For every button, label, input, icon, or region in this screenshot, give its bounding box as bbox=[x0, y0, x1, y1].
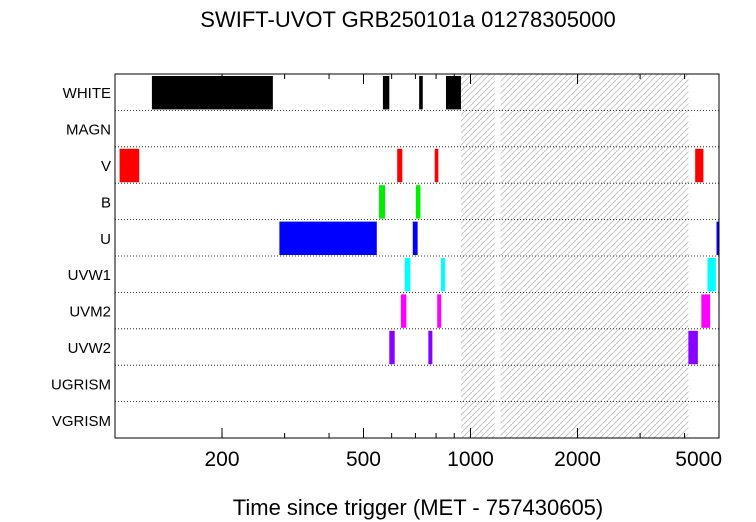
row-label-b: B bbox=[101, 194, 111, 211]
exposure-bar-uvw2 bbox=[688, 330, 698, 365]
row-label-vgrism: VGRISM bbox=[52, 413, 111, 430]
row-label-uvw1: UVW1 bbox=[68, 267, 111, 284]
exposure-bar-white bbox=[382, 76, 390, 110]
exposure-bar-uvw2 bbox=[428, 330, 433, 365]
exposure-bar-b bbox=[415, 185, 421, 219]
exposure-bar-white bbox=[445, 76, 461, 110]
row-label-u: U bbox=[100, 231, 111, 248]
x-tick-label: 200 bbox=[204, 448, 239, 471]
exposure-bar-v bbox=[397, 148, 403, 183]
exposure-bar-uvm2 bbox=[701, 294, 711, 328]
row-label-ugrism: UGRISM bbox=[51, 376, 111, 393]
exposure-bar-u bbox=[412, 221, 418, 255]
row-label-v: V bbox=[101, 158, 111, 175]
exposure-bars bbox=[119, 76, 719, 365]
exposure-bar-uvm2 bbox=[437, 294, 442, 328]
exposure-bar-u bbox=[716, 221, 719, 255]
chart-title: SWIFT-UVOT GRB250101a 01278305000 bbox=[200, 7, 615, 32]
plot-frame bbox=[114, 73, 720, 439]
exposure-bar-uvw1 bbox=[440, 258, 446, 292]
exposure-bar-b bbox=[379, 185, 386, 219]
x-tick-label: 500 bbox=[346, 448, 381, 471]
exposure-bar-u bbox=[279, 221, 377, 255]
x-tick-label: 5000 bbox=[675, 448, 722, 471]
exposure-bar-white bbox=[419, 76, 423, 110]
exposure-bar-white bbox=[151, 76, 273, 110]
row-label-magn: MAGN bbox=[66, 122, 111, 139]
exposure-bar-v bbox=[119, 148, 140, 183]
shaded-interval bbox=[500, 74, 689, 438]
x-tick-label: 1000 bbox=[447, 448, 494, 471]
exposure-bar-uvw1 bbox=[404, 258, 411, 292]
exposure-bar-v bbox=[434, 148, 439, 183]
row-label-uvm2: UVM2 bbox=[69, 304, 111, 321]
row-labels: WHITE MAGN V B U UVW1 UVM2 UVW2 UGRISM VGRISM bbox=[51, 85, 111, 430]
shaded-intervals bbox=[460, 74, 689, 438]
row-label-white: WHITE bbox=[63, 85, 111, 102]
exposure-bar-uvw1 bbox=[707, 258, 716, 292]
x-axis-label: Time since trigger (MET - 757430605) bbox=[233, 495, 604, 520]
row-label-uvw2: UVW2 bbox=[68, 340, 111, 357]
x-tick-label: 2000 bbox=[554, 448, 601, 471]
exposure-bar-v bbox=[695, 148, 704, 183]
exposure-bar-uvw2 bbox=[389, 330, 395, 365]
exposure-bar-uvm2 bbox=[400, 294, 407, 328]
